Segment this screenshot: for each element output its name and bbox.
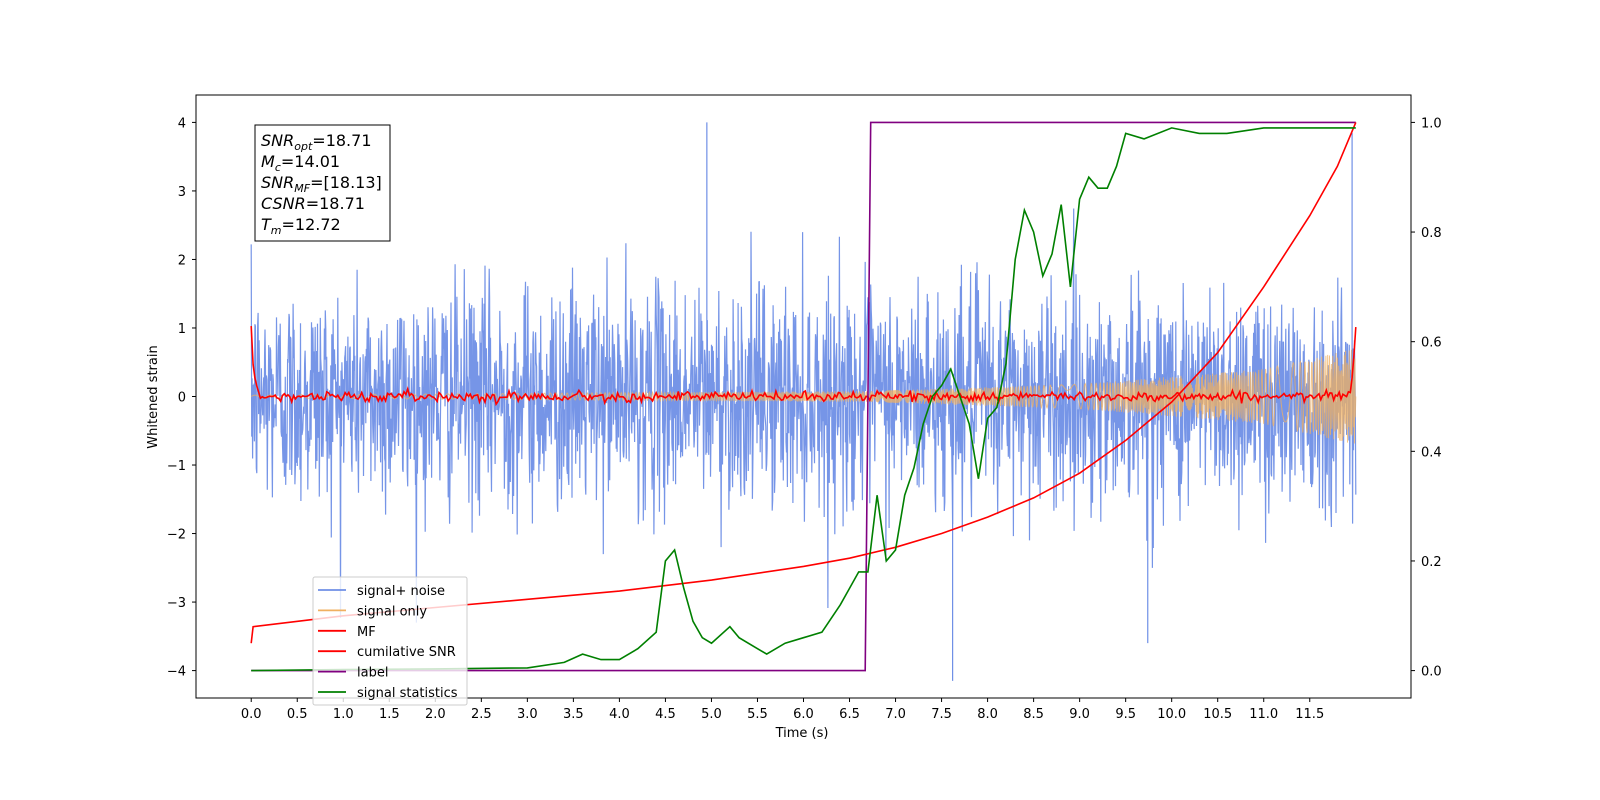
y-right-tick-label: 0.4: [1421, 445, 1442, 460]
x-tick-label: 2.0: [425, 707, 446, 722]
x-tick-label: 11.5: [1295, 707, 1324, 722]
x-tick-label: 7.0: [885, 707, 906, 722]
x-axis: 0.0 0.5 1.0 1.5 2.0 2.5 3.0 3.5 4.0 4.5 5.0 5.5 6.0 6…: [241, 698, 1324, 722]
y-tick-label: −3: [167, 596, 186, 611]
y-tick-label: 0: [178, 391, 186, 406]
legend-label: cumilative SNR: [357, 645, 456, 660]
x-tick-label: 0.0: [241, 707, 262, 722]
annotation-line: SNRMF=[18.13]: [261, 173, 382, 195]
y-right-tick-label: 0.8: [1421, 226, 1442, 241]
x-tick-label: 10.0: [1157, 707, 1186, 722]
x-tick-label: 2.5: [471, 707, 492, 722]
x-tick-label: 8.0: [977, 707, 998, 722]
annotation-line: CSNR=18.71: [261, 194, 365, 213]
x-tick-label: 1.0: [333, 707, 354, 722]
y-right-tick-label: 1.0: [1421, 116, 1442, 131]
legend-label: MF: [357, 625, 376, 640]
y-tick-label: −4: [167, 665, 186, 680]
series-signal-only-line: [250, 349, 1357, 444]
x-tick-label: 3.5: [563, 707, 584, 722]
y-right-tick-label: 0.6: [1421, 336, 1442, 351]
series-label-line: [251, 121, 1356, 672]
x-tick-label: 3.0: [517, 707, 538, 722]
y-right-tick-label: 0.2: [1421, 555, 1442, 570]
x-tick-label: 6.0: [793, 707, 814, 722]
y-tick-label: 3: [178, 185, 186, 200]
legend: signal+ noise signal only MF cumilative SNR…: [312, 576, 468, 706]
x-tick-label: 11.0: [1249, 707, 1278, 722]
x-axis-label: Time (s): [775, 726, 829, 741]
annotation-frame: [254, 124, 391, 242]
y-axis-label: Whitened strain: [146, 345, 161, 448]
series-signal-noise-line: [250, 208, 1357, 623]
x-tick-label: 8.5: [1023, 707, 1044, 722]
y-tick-label: −1: [167, 459, 186, 474]
y-right-tick-label: 0.0: [1421, 665, 1442, 680]
x-tick-label: 0.5: [287, 707, 308, 722]
y-tick-label: −2: [167, 528, 186, 543]
y-axis-left: 4 3 2 1 0 −1 −2 −3 −4: [167, 116, 196, 680]
x-tick-label: 10.5: [1203, 707, 1232, 722]
y-tick-label: 4: [178, 116, 186, 131]
y-tick-label: 2: [178, 253, 186, 268]
y-axis-right: 1.0 0.8 0.6 0.4 0.2 0.0: [1411, 116, 1442, 680]
legend-label: label: [357, 666, 388, 681]
x-tick-label: 5.0: [701, 707, 722, 722]
annotation-box: SNRopt=18.71Mc=14.01SNRMF=[18.13]CSNR=18…: [254, 124, 391, 242]
x-tick-label: 7.5: [931, 707, 952, 722]
x-tick-label: 6.5: [839, 707, 860, 722]
y-tick-label: 1: [178, 322, 186, 337]
annotation-line: SNRopt=18.71: [261, 131, 372, 153]
x-tick-label: 9.0: [1069, 707, 1090, 722]
x-tick-label: 9.5: [1115, 707, 1136, 722]
legend-label: signal only: [357, 604, 427, 619]
legend-label: signal statistics: [357, 686, 458, 701]
annotation-line: Tm=12.72: [261, 215, 341, 237]
x-tick-label: 1.5: [379, 707, 400, 722]
legend-label: signal+ noise: [357, 584, 445, 599]
series-mf-line: [250, 326, 1357, 407]
x-tick-label: 5.5: [747, 707, 768, 722]
annotation-line: Mc=14.01: [261, 152, 340, 174]
x-tick-label: 4.0: [609, 707, 630, 722]
series-signal-statistics-line: [251, 127, 1356, 672]
x-tick-label: 4.5: [655, 707, 676, 722]
legend-frame: [312, 576, 468, 706]
